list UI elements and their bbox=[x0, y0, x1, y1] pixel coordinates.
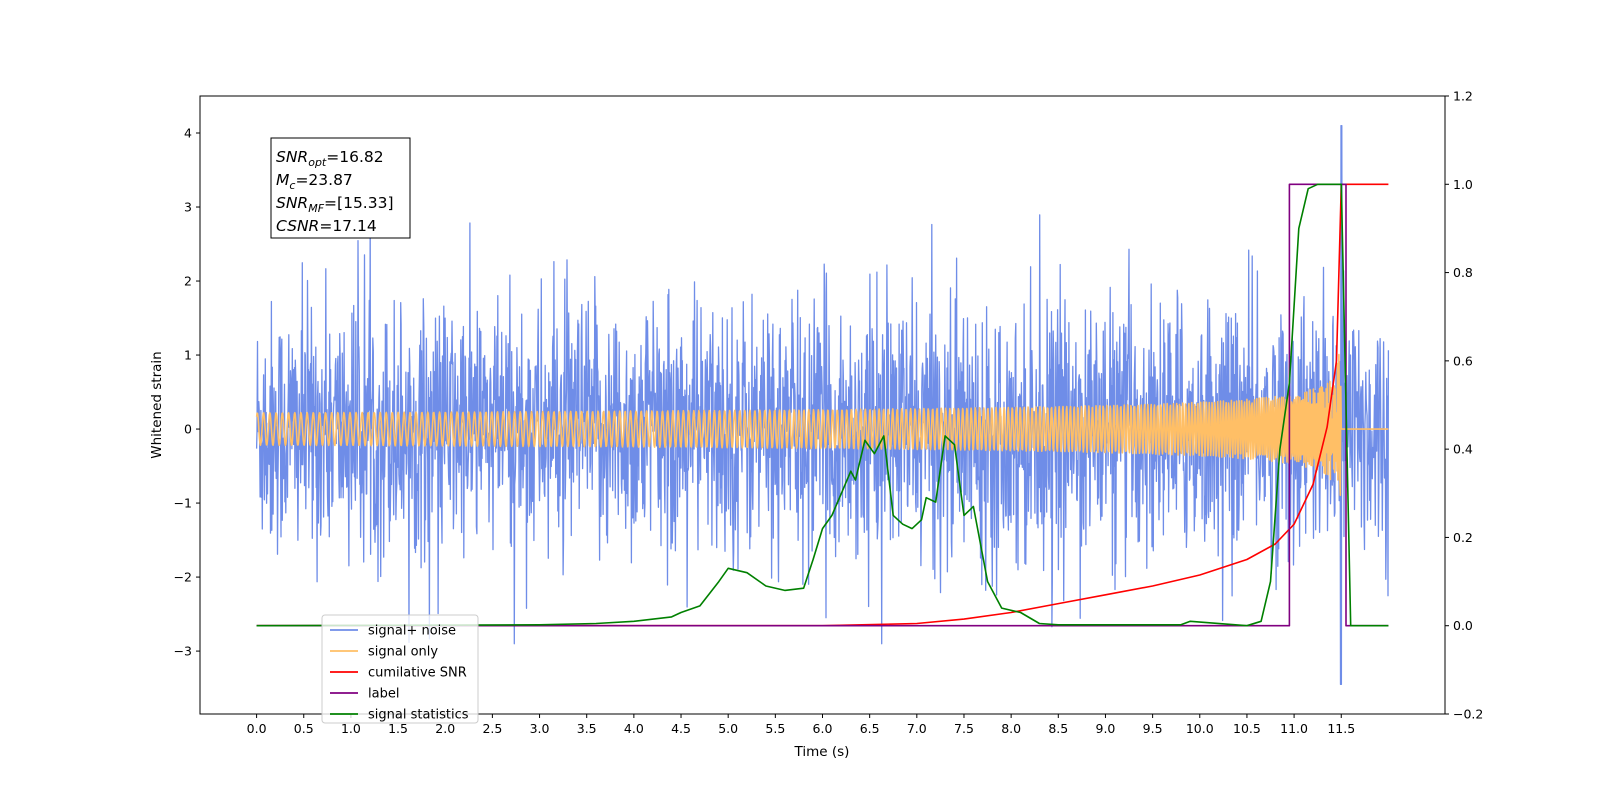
x-tick-label: 9.5 bbox=[1143, 721, 1163, 736]
x-tick-label: 6.5 bbox=[860, 721, 880, 736]
series-layer bbox=[255, 124, 1390, 686]
x-tick-label: 11.0 bbox=[1280, 721, 1308, 736]
legend-frame bbox=[321, 614, 479, 724]
x-tick-label: 4.5 bbox=[671, 721, 691, 736]
y-tick-label: −3 bbox=[174, 644, 192, 659]
x-tick-label: 5.0 bbox=[718, 721, 738, 736]
x-tick-label: 2.0 bbox=[435, 721, 455, 736]
stats-line: Mc=23.87 bbox=[276, 171, 353, 192]
x-tick-label: 1.0 bbox=[341, 721, 361, 736]
series-signal-statistics-line bbox=[256, 183, 1389, 627]
x-tick-label: 0.0 bbox=[247, 721, 267, 736]
y-right-tick-label: −0.2 bbox=[1453, 707, 1483, 722]
y-tick-label: 1 bbox=[184, 348, 192, 363]
x-tick-label: 0.5 bbox=[294, 721, 314, 736]
y-tick-label: 0 bbox=[184, 422, 192, 437]
x-tick-label: 2.5 bbox=[482, 721, 502, 736]
x-tick-label: 10.5 bbox=[1233, 721, 1261, 736]
y-right-tick-label: 0.6 bbox=[1453, 353, 1473, 368]
stats-line: CSNR=17.14 bbox=[276, 217, 377, 235]
x-axis: 0.0 0.5 1.0 1.5 2.0 2.5 3.0 3.5 4.0 4.5 5.0 5.5 6.0 6… bbox=[247, 714, 1355, 736]
legend: signal+ noise signal only cumilative SNR la… bbox=[321, 614, 479, 724]
legend-label-signal-only: signal only bbox=[368, 645, 438, 660]
x-tick-label: 10.0 bbox=[1186, 721, 1214, 736]
y-tick-label: 2 bbox=[184, 274, 192, 289]
series-signal-only-line bbox=[255, 353, 1389, 496]
x-axis-label: Time (s) bbox=[794, 744, 850, 760]
legend-label-signal-noise: signal+ noise bbox=[368, 624, 456, 639]
x-tick-label: 1.5 bbox=[388, 721, 408, 736]
x-tick-label: 3.5 bbox=[577, 721, 597, 736]
stats-line: SNRopt=16.82 bbox=[276, 148, 384, 169]
series-cumilative-snr-line bbox=[256, 183, 1389, 627]
y-tick-label: 3 bbox=[184, 200, 192, 215]
x-tick-label: 8.0 bbox=[1001, 721, 1021, 736]
legend-label-cumilative-snr: cumilative SNR bbox=[368, 666, 467, 681]
x-tick-label: 9.0 bbox=[1096, 721, 1116, 736]
stats-box-frame bbox=[270, 137, 411, 239]
x-tick-label: 3.0 bbox=[530, 721, 550, 736]
x-tick-label: 7.5 bbox=[954, 721, 974, 736]
legend-label-label: label bbox=[368, 687, 399, 702]
x-tick-label: 8.5 bbox=[1048, 721, 1068, 736]
y-right-tick-label: 0.8 bbox=[1453, 265, 1473, 280]
y-tick-label: 4 bbox=[184, 126, 192, 141]
y-right-tick-label: 1.2 bbox=[1453, 89, 1473, 104]
y-tick-label: −2 bbox=[174, 570, 192, 585]
x-tick-label: 5.5 bbox=[765, 721, 785, 736]
x-tick-label: 6.0 bbox=[813, 721, 833, 736]
y-tick-label: −1 bbox=[174, 496, 192, 511]
y-right-tick-label: 0.2 bbox=[1453, 530, 1473, 545]
y-right-tick-label: 0.0 bbox=[1453, 618, 1473, 633]
x-tick-label: 7.0 bbox=[907, 721, 927, 736]
x-tick-label: 4.0 bbox=[624, 721, 644, 736]
y-axis-left: −3 −2 −1 0 1 2 3 4 bbox=[174, 126, 200, 659]
y-right-tick-label: 0.4 bbox=[1453, 442, 1473, 457]
x-tick-label: 11.5 bbox=[1327, 721, 1355, 736]
stats-line: SNRMF=[15.33] bbox=[276, 194, 394, 215]
legend-label-signal-statistics: signal statistics bbox=[368, 708, 469, 723]
y-right-tick-label: 1.0 bbox=[1453, 177, 1473, 192]
y-axis-right: −0.2 0.0 0.2 0.4 0.6 0.8 1.0 1.2 bbox=[1445, 89, 1483, 722]
y-axis-label: Whitened strain bbox=[149, 351, 165, 458]
